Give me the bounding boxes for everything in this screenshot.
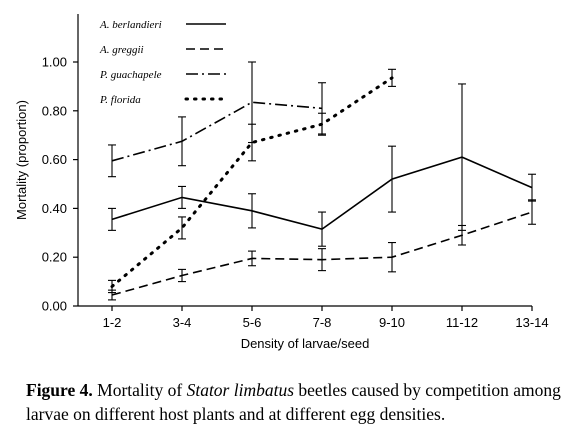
figure-number: Figure 4. — [26, 380, 93, 400]
series-p-guachapele — [108, 61, 326, 178]
series-layer — [108, 61, 536, 301]
error-bar — [108, 207, 116, 231]
caption-text-after: beetles caused by competition among larv… — [26, 380, 561, 424]
legend-label-a-berlandieri: A. berlandieri — [99, 19, 162, 31]
error-bar — [528, 173, 536, 202]
axes — [77, 14, 532, 307]
figure-caption: Figure 4. Mortality of Stator limbatus b… — [26, 378, 574, 426]
error-bar — [458, 83, 466, 231]
legend-label-a-greggii: A. greggii — [99, 44, 144, 56]
error-bar — [178, 185, 186, 209]
y-ticks: 0.00 0.20 0.40 0.60 0.80 1.00 — [42, 55, 78, 314]
y-tick-label: 0.00 — [42, 299, 67, 314]
y-tick-label: 0.20 — [42, 250, 67, 265]
x-tick-label: 3-4 — [173, 315, 192, 330]
error-bar — [388, 68, 396, 87]
error-bar — [388, 145, 396, 213]
error-bar — [318, 211, 326, 247]
caption-text-before: Mortality of — [92, 380, 187, 400]
mortality-line-chart: 0.00 0.20 0.40 0.60 0.80 1.00 1-2 3-4 5-6 7-8 9-1… — [14, 14, 549, 351]
error-bar — [178, 116, 186, 167]
series-line-p-florida — [110, 76, 394, 288]
error-bar — [248, 193, 256, 229]
legend-label-p-florida: P. florida — [99, 94, 141, 106]
error-bar — [458, 224, 466, 246]
y-tick-label: 0.60 — [42, 152, 67, 167]
caption-species: Stator limbatus — [186, 380, 295, 400]
error-bar — [528, 199, 536, 225]
x-tick-label: 11-12 — [446, 315, 478, 330]
x-tick-label: 13-14 — [515, 315, 548, 330]
y-axis-label: Mortality (proportion) — [14, 100, 29, 220]
y-tick-label: 0.40 — [42, 201, 67, 216]
error-bar — [318, 112, 326, 136]
x-tick-label: 7-8 — [313, 315, 332, 330]
error-bar — [388, 242, 396, 273]
x-axis-label: Density of larvae/seed — [241, 336, 370, 351]
x-tick-label: 1-2 — [103, 315, 122, 330]
error-bar — [108, 279, 116, 294]
error-bar — [318, 248, 326, 272]
error-bar — [178, 268, 186, 283]
x-tick-label: 5-6 — [243, 315, 262, 330]
y-tick-label: 0.80 — [42, 103, 67, 118]
y-tick-label: 1.00 — [42, 55, 67, 70]
series-a-greggii — [108, 199, 536, 301]
series-line-p-guachapele — [111, 101, 323, 162]
error-bar — [248, 123, 256, 162]
x-tick-label: 9-10 — [379, 315, 405, 330]
series-p-florida — [108, 68, 396, 294]
error-bar — [108, 144, 116, 178]
series-a-berlandieri — [108, 83, 536, 247]
x-ticks: 1-2 3-4 5-6 7-8 9-10 11-12 13-14 — [103, 306, 549, 330]
legend: A. berlandieri A. greggii P. guachapele P. … — [99, 19, 228, 106]
error-bar — [248, 250, 256, 267]
error-bar — [178, 216, 186, 240]
legend-label-p-guachapele: P. guachapele — [99, 69, 162, 81]
